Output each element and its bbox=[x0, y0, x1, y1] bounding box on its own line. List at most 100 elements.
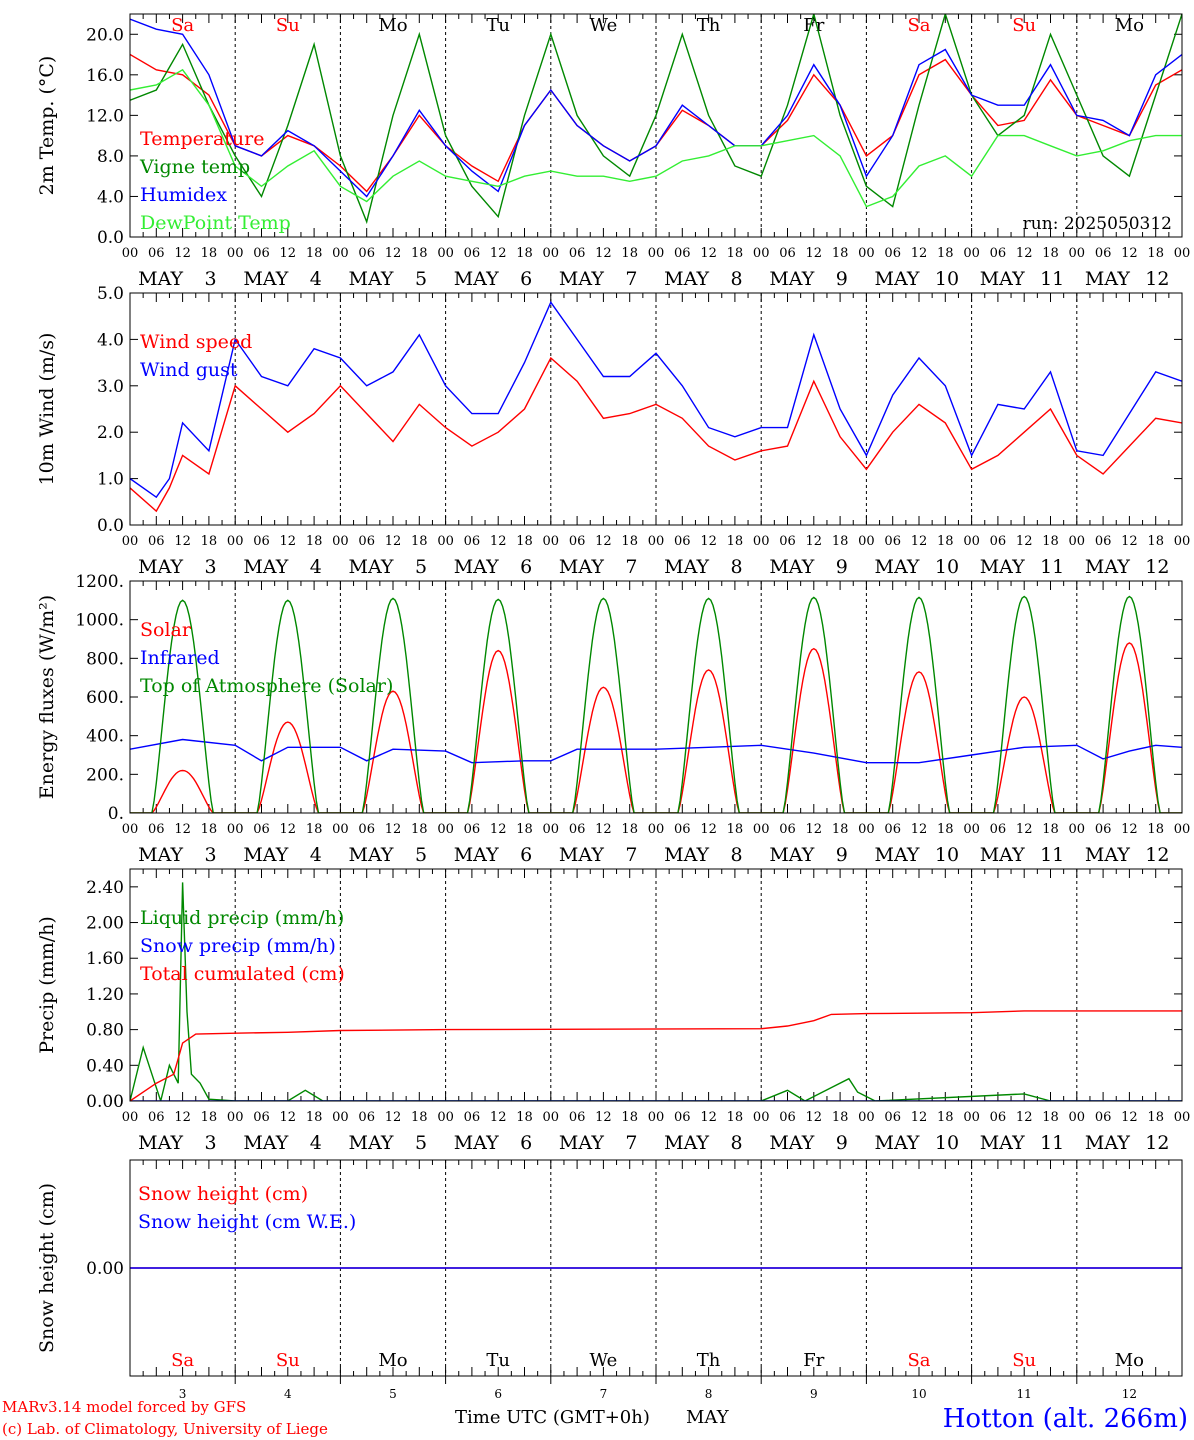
date-day: 11 bbox=[1040, 556, 1064, 578]
date-day: 7 bbox=[625, 844, 637, 866]
date-day: 4 bbox=[310, 844, 322, 866]
series-line-liquid-precip-mm-h- bbox=[130, 882, 1182, 1101]
hour-label: 00 bbox=[1069, 534, 1086, 549]
hour-label: 12 bbox=[174, 246, 191, 261]
date-day: 6 bbox=[520, 844, 532, 866]
hour-label: 12 bbox=[700, 246, 717, 261]
legend-entry: Snow height (cm) bbox=[138, 1183, 308, 1205]
date-month: MAY bbox=[1085, 268, 1130, 290]
date-day: 11 bbox=[1040, 268, 1064, 290]
day-number: 4 bbox=[284, 1387, 292, 1401]
y-tick-label: 3.0 bbox=[97, 377, 124, 397]
hour-label: 12 bbox=[490, 534, 507, 549]
hour-label: 06 bbox=[884, 246, 901, 261]
y-tick-label: 200. bbox=[86, 765, 124, 785]
series-line-total-cumulated-cm- bbox=[130, 1010, 1182, 1101]
hour-label: 18 bbox=[306, 1110, 323, 1125]
hour-label: 00 bbox=[122, 246, 139, 261]
weekday-label: Su bbox=[1012, 1350, 1036, 1371]
date-day: 6 bbox=[520, 268, 532, 290]
hour-label: 12 bbox=[806, 246, 823, 261]
date-month: MAY bbox=[243, 268, 288, 290]
panel-5: Sa Su Mo Tu We Th Fr Sa Su Mo 0.00 Snow height (cm)… bbox=[36, 1159, 1183, 1401]
hour-label: 06 bbox=[674, 1110, 691, 1125]
footer-model: MARv3.14 model forced by GFS bbox=[2, 1398, 246, 1416]
hour-label: 18 bbox=[621, 246, 638, 261]
hour-label: 00 bbox=[227, 534, 244, 549]
date-day: 8 bbox=[731, 844, 743, 866]
series-line-top-of-atmosphere-solar- bbox=[130, 595, 1182, 813]
hour-label: 18 bbox=[832, 822, 849, 837]
hour-label: 12 bbox=[595, 822, 612, 837]
hour-label: 00 bbox=[543, 1110, 560, 1125]
series-line-infrared bbox=[130, 738, 1182, 764]
date-month: MAY bbox=[664, 556, 709, 578]
hour-label: 12 bbox=[1121, 1110, 1138, 1125]
hour-label: 18 bbox=[1147, 822, 1164, 837]
hour-label: 12 bbox=[911, 1110, 928, 1125]
y-tick-label: 0.40 bbox=[86, 1056, 124, 1076]
panel-2: 0.0 1.0 2.0 3.0 4.0 5.0 10m Wind (m/s) Wind spe… bbox=[36, 284, 1190, 578]
y-axis-label: Precip (mm/h) bbox=[36, 916, 58, 1054]
date-month: MAY bbox=[349, 844, 394, 866]
hour-label: 18 bbox=[937, 822, 954, 837]
weekday-label: Sa bbox=[171, 1350, 194, 1371]
date-day: 9 bbox=[836, 556, 848, 578]
hour-label: 00 bbox=[963, 822, 980, 837]
date-month: MAY bbox=[454, 556, 499, 578]
panel-4: 0.00 0.40 0.80 1.20 1.60 2.00 2.40 Precip (mm/h… bbox=[36, 868, 1191, 1154]
date-day: 6 bbox=[520, 1132, 532, 1154]
legend-entry: DewPoint Temp bbox=[140, 212, 291, 234]
date-day: 8 bbox=[731, 268, 743, 290]
hour-label: 06 bbox=[253, 534, 270, 549]
date-month: MAY bbox=[1085, 1132, 1130, 1154]
date-month: MAY bbox=[664, 844, 709, 866]
weekday-label: Mo bbox=[378, 1350, 407, 1371]
hour-label: 00 bbox=[1174, 246, 1191, 261]
hour-label: 12 bbox=[490, 1110, 507, 1125]
date-day: 9 bbox=[836, 268, 848, 290]
hour-label: 00 bbox=[963, 1110, 980, 1125]
hour-label: 18 bbox=[727, 534, 744, 549]
date-month: MAY bbox=[664, 1132, 709, 1154]
date-month: MAY bbox=[454, 844, 499, 866]
series-line-dewpoint-temp bbox=[130, 68, 1182, 208]
hour-label: 12 bbox=[1121, 822, 1138, 837]
hour-label: 18 bbox=[1147, 246, 1164, 261]
hour-label: 06 bbox=[884, 1110, 901, 1125]
date-day: 3 bbox=[205, 556, 217, 578]
date-day: 3 bbox=[205, 844, 217, 866]
hour-label: 06 bbox=[569, 246, 586, 261]
date-day: 10 bbox=[935, 844, 959, 866]
date-day: 5 bbox=[415, 1132, 427, 1154]
panels: Sa Su Mo Tu We Th Fr Sa Su Mo 0.0 4.0 8.0 12.0 16.0 20.… bbox=[36, 13, 1191, 1401]
hour-label: 00 bbox=[1174, 1110, 1191, 1125]
day-number: 12 bbox=[1122, 1387, 1137, 1401]
hour-label: 00 bbox=[753, 246, 770, 261]
hour-label: 00 bbox=[543, 534, 560, 549]
date-month: MAY bbox=[980, 1132, 1025, 1154]
hour-label: 18 bbox=[516, 1110, 533, 1125]
footer-copyright: (c) Lab. of Climatology, University of L… bbox=[2, 1420, 328, 1438]
date-day: 4 bbox=[310, 1132, 322, 1154]
hour-label: 18 bbox=[1147, 1110, 1164, 1125]
hour-label: 06 bbox=[674, 534, 691, 549]
hour-label: 18 bbox=[516, 534, 533, 549]
hour-label: 06 bbox=[779, 534, 796, 549]
hour-label: 12 bbox=[490, 246, 507, 261]
hour-label: 00 bbox=[332, 822, 349, 837]
y-tick-label: 12.0 bbox=[86, 106, 124, 126]
hour-label: 06 bbox=[990, 1110, 1007, 1125]
panel-1: Sa Su Mo Tu We Th Fr Sa Su Mo0.04.08.012.016.020.… bbox=[36, 13, 1191, 290]
day-number: 9 bbox=[810, 1387, 818, 1401]
hour-label: 18 bbox=[1042, 534, 1059, 549]
date-day: 12 bbox=[1145, 1132, 1169, 1154]
hour-label: 18 bbox=[937, 534, 954, 549]
hour-label: 12 bbox=[280, 246, 297, 261]
hour-label: 00 bbox=[227, 246, 244, 261]
date-day: 9 bbox=[836, 1132, 848, 1154]
date-month: MAY bbox=[559, 556, 604, 578]
hour-label: 06 bbox=[884, 822, 901, 837]
hour-label: 12 bbox=[1121, 246, 1138, 261]
